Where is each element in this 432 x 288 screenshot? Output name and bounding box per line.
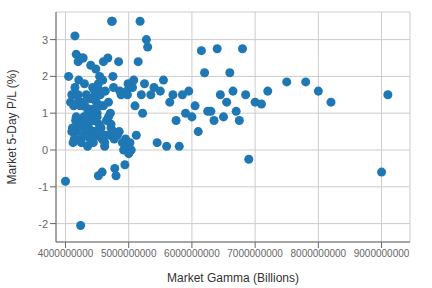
svg-text:8000000000: 8000000000 — [291, 248, 347, 259]
svg-text:4000000000: 4000000000 — [38, 248, 94, 259]
svg-text:3: 3 — [42, 34, 48, 46]
svg-text:5000000000: 5000000000 — [101, 248, 157, 259]
svg-text:0: 0 — [42, 144, 48, 156]
svg-text:9000000000: 9000000000 — [354, 248, 410, 259]
svg-text:-2: -2 — [38, 218, 48, 230]
svg-text:Market Gamma (Billions): Market Gamma (Billions) — [167, 271, 299, 285]
svg-text:7000000000: 7000000000 — [227, 248, 283, 259]
svg-text:-1: -1 — [38, 181, 48, 193]
svg-text:2: 2 — [42, 70, 48, 82]
svg-text:6000000000: 6000000000 — [164, 248, 220, 259]
svg-text:1: 1 — [42, 107, 48, 119]
svg-text:Market 5-Day P/L (%): Market 5-Day P/L (%) — [8, 70, 19, 185]
